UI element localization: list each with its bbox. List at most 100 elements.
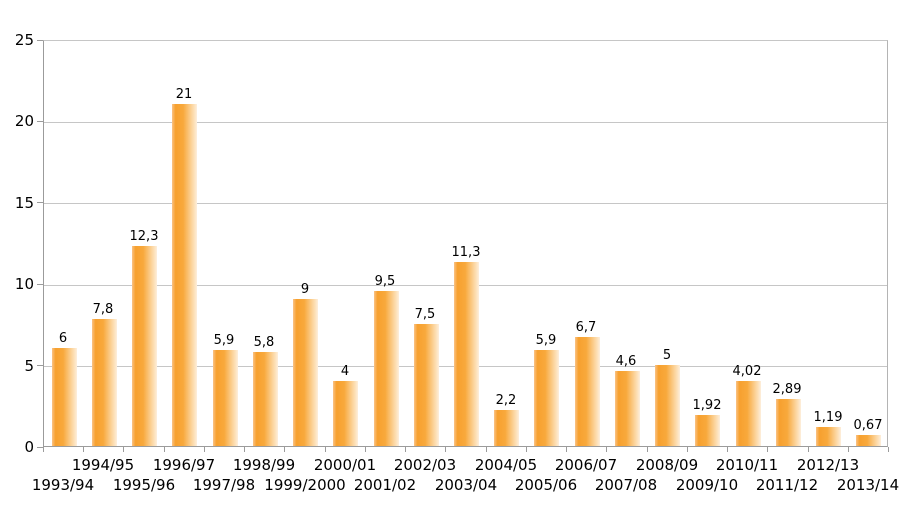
x-axis-tick <box>767 447 768 452</box>
bar-1995/96 <box>132 246 157 446</box>
bar-value-label: 5,9 <box>213 333 235 348</box>
bar-2012/13 <box>816 427 841 446</box>
x-axis-label-2001/02: 2001/02 <box>353 476 417 494</box>
x-axis-label-2000/01: 2000/01 <box>313 456 377 474</box>
gridline-15 <box>44 203 887 205</box>
x-axis-tick <box>687 447 688 452</box>
bar-value-label: 2,89 <box>772 382 802 397</box>
bar-value-label: 0,67 <box>853 418 883 433</box>
x-axis-tick <box>606 447 607 452</box>
y-axis-label-25: 25 <box>14 31 34 49</box>
bar-2008/09 <box>655 365 680 446</box>
x-axis-label-2011/12: 2011/12 <box>755 476 819 494</box>
x-axis-tick <box>727 447 728 452</box>
bar-2004/05 <box>494 410 519 446</box>
bar-2000/01 <box>333 381 358 446</box>
x-axis-label-1999/2000: 1999/2000 <box>264 476 346 494</box>
bar-value-label: 5 <box>662 348 672 363</box>
bar-2007/08 <box>615 371 640 446</box>
x-axis-tick <box>888 447 889 452</box>
x-axis-tick <box>123 447 124 452</box>
bar-value-label: 21 <box>175 87 193 102</box>
bar-2013/14 <box>856 435 881 446</box>
x-axis-label-2010/11: 2010/11 <box>715 456 779 474</box>
bar-2006/07 <box>575 337 600 446</box>
x-axis-label-1994/95: 1994/95 <box>71 456 135 474</box>
x-axis-label-1996/97: 1996/97 <box>152 456 216 474</box>
x-axis-label-2006/07: 2006/07 <box>554 456 618 474</box>
bar-2009/10 <box>695 415 720 446</box>
x-axis-tick <box>204 447 205 452</box>
x-axis-label-2002/03: 2002/03 <box>393 456 457 474</box>
x-axis-label-1997/98: 1997/98 <box>192 476 256 494</box>
bar-value-label: 1,92 <box>692 398 722 413</box>
x-axis-tick <box>43 447 44 452</box>
bar-1994/95 <box>92 319 117 446</box>
x-axis-tick <box>284 447 285 452</box>
bar-value-label: 9 <box>300 282 310 297</box>
y-axis-tick-20 <box>37 120 43 122</box>
x-axis-label-2007/08: 2007/08 <box>594 476 658 494</box>
bar-value-label: 5,8 <box>253 335 275 350</box>
x-axis-label-2012/13: 2012/13 <box>796 456 860 474</box>
x-axis-label-2008/09: 2008/09 <box>635 456 699 474</box>
x-axis-label-2003/04: 2003/04 <box>434 476 498 494</box>
plot-area <box>43 40 888 447</box>
y-axis-label-20: 20 <box>14 112 34 131</box>
x-axis-tick <box>83 447 84 452</box>
x-axis-label-2005/06: 2005/06 <box>514 476 578 494</box>
bar-2010/11 <box>736 381 761 446</box>
bar-1996/97 <box>172 104 197 446</box>
y-axis-tick-10 <box>37 283 43 285</box>
bar-value-label: 7,8 <box>92 302 114 317</box>
bar-value-label: 6 <box>58 331 68 346</box>
bar-2003/04 <box>454 262 479 446</box>
bar-value-label: 1,19 <box>813 410 843 425</box>
x-axis-tick <box>808 447 809 452</box>
bar-value-label: 9,5 <box>374 274 396 289</box>
bar-1997/98 <box>213 350 238 446</box>
y-axis-label-0: 0 <box>24 438 34 456</box>
bar-2002/03 <box>414 324 439 446</box>
bar-value-label: 4,02 <box>732 364 762 379</box>
x-axis-label-2009/10: 2009/10 <box>675 476 739 494</box>
x-axis-tick <box>325 447 326 452</box>
x-axis-tick <box>164 447 165 452</box>
bar-1998/99 <box>253 352 278 446</box>
x-axis-label-2004/05: 2004/05 <box>474 456 538 474</box>
x-axis-tick <box>445 447 446 452</box>
y-axis-tick-15 <box>37 202 43 204</box>
gridline-20 <box>44 121 887 123</box>
bar-value-label: 7,5 <box>414 307 436 322</box>
bar-value-label: 12,3 <box>129 229 159 244</box>
bar-value-label: 11,3 <box>451 245 481 260</box>
bar-2011/12 <box>776 399 801 446</box>
y-axis-label-5: 5 <box>24 356 34 375</box>
x-axis-tick <box>365 447 366 452</box>
bar-value-label: 6,7 <box>575 320 597 335</box>
x-axis-tick <box>486 447 487 452</box>
x-axis-tick <box>848 447 849 452</box>
y-axis-label-10: 10 <box>14 275 34 294</box>
x-axis-tick <box>566 447 567 452</box>
x-axis-label-2013/14: 2013/14 <box>836 476 900 494</box>
x-axis-tick <box>244 447 245 452</box>
bar-value-label: 4,6 <box>615 354 637 369</box>
x-axis-tick <box>405 447 406 452</box>
y-axis-tick-5 <box>37 365 43 367</box>
x-axis-label-1995/96: 1995/96 <box>112 476 176 494</box>
y-axis-tick-0 <box>37 446 43 448</box>
x-axis-tick <box>647 447 648 452</box>
x-axis-label-1993/94: 1993/94 <box>31 476 95 494</box>
x-axis-tick <box>526 447 527 452</box>
bar-2005/06 <box>534 350 559 446</box>
bar-1999/2000 <box>293 299 318 446</box>
x-axis-label-1998/99: 1998/99 <box>232 456 296 474</box>
bar-1993/94 <box>52 348 77 446</box>
bar-2001/02 <box>374 291 399 446</box>
y-axis-label-15: 15 <box>14 193 34 212</box>
bar-value-label: 4 <box>340 364 350 379</box>
y-axis-tick-25 <box>37 39 43 41</box>
bar-value-label: 2,2 <box>495 393 517 408</box>
